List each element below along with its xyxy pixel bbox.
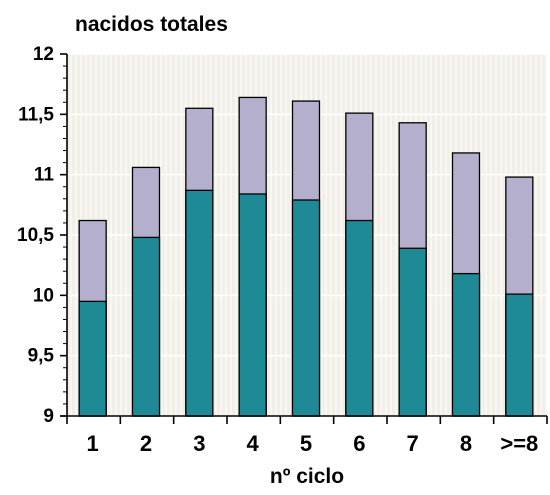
bar-lower-4 xyxy=(238,193,267,417)
x-tick-label: 2 xyxy=(140,431,152,456)
x-tick-label: 5 xyxy=(300,431,312,456)
x-tick-label: 8 xyxy=(460,431,472,456)
y-tick-label: 10 xyxy=(33,285,54,306)
bar-lower-1 xyxy=(78,300,107,417)
y-tick-label: 12 xyxy=(33,44,54,65)
bar-lower-7 xyxy=(398,247,427,417)
x-tick-label: 1 xyxy=(87,431,99,456)
x-tick-label: 7 xyxy=(407,431,419,456)
x-axis-ticks: 1 2 3 4 5 6 7 8 >=8 xyxy=(66,416,548,456)
y-tick-label: 11 xyxy=(34,165,55,186)
x-tick-label: 3 xyxy=(193,431,205,456)
bar-lower-5 xyxy=(291,199,321,417)
bar-lower-2 xyxy=(131,236,161,417)
bar-lower-9 xyxy=(505,293,534,417)
y-tick-label: 11,5 xyxy=(18,104,54,125)
bar-lower-3 xyxy=(185,189,214,417)
bar-lower-8 xyxy=(451,272,481,417)
x-tick-label: >=8 xyxy=(500,431,538,456)
bar-lower-6 xyxy=(345,219,374,417)
chart-title: nacidos totales xyxy=(75,13,228,36)
y-tick-label: 9 xyxy=(43,406,54,427)
y-tick-label: 10,5 xyxy=(17,225,54,246)
x-axis-label: nº ciclo xyxy=(270,465,344,488)
y-tick-label: 9,5 xyxy=(28,346,55,367)
x-tick-label: 4 xyxy=(247,431,260,456)
y-axis-ticks: 9 9,5 10 10,5 11 11,5 12 xyxy=(17,44,67,427)
bars xyxy=(78,96,534,417)
x-tick-label: 6 xyxy=(353,431,365,456)
